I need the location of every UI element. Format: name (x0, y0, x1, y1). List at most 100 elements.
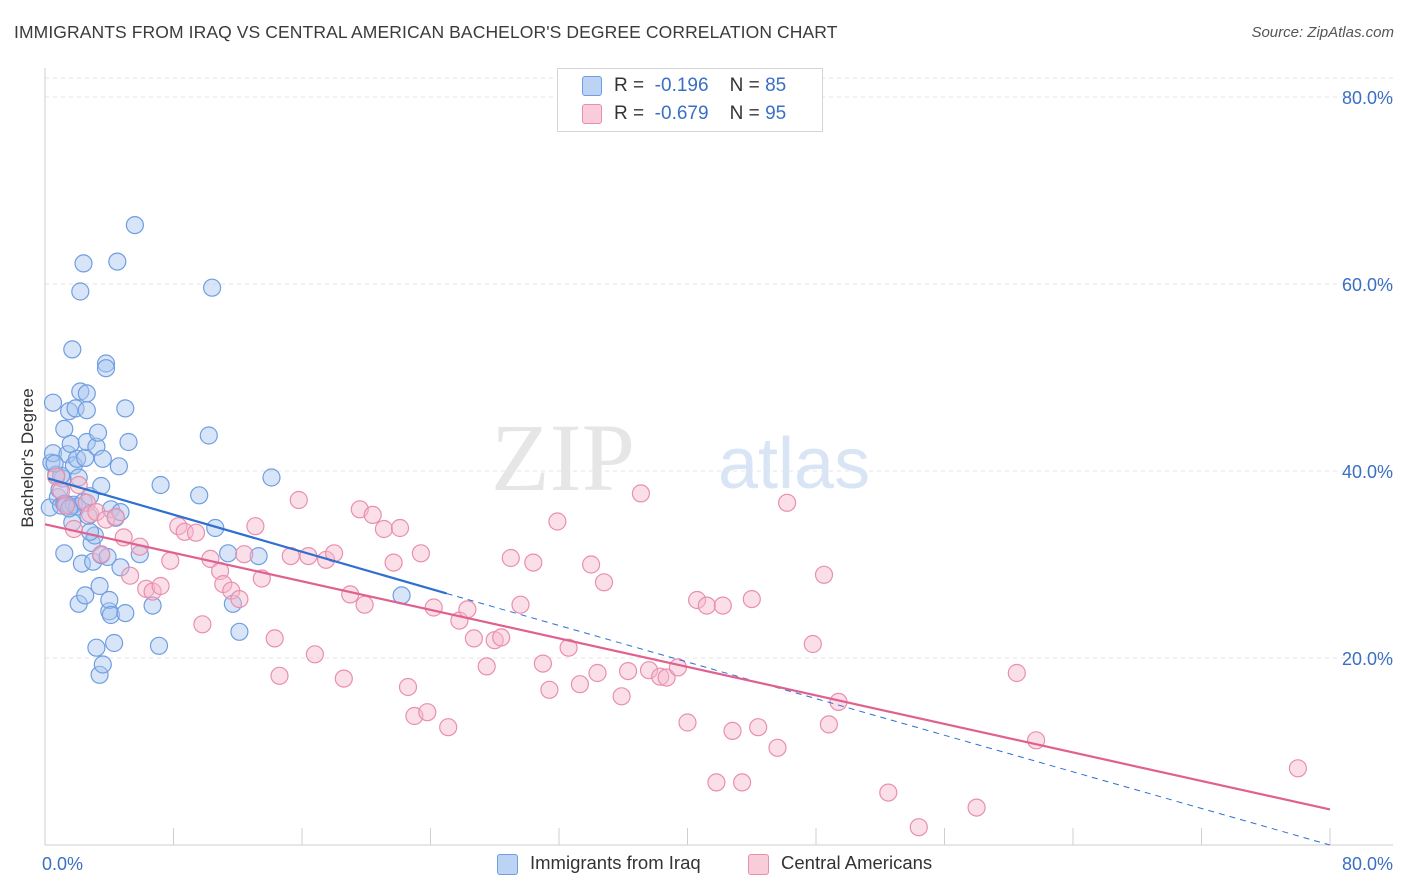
trend-line-iraq (47, 477, 447, 595)
y-tick-label: 20.0% (1342, 649, 1393, 669)
tick-labels: 20.0% 40.0% 60.0% 80.0% 0.0% 80.0% (42, 88, 1393, 874)
chart-title: IMMIGRANTS FROM IRAQ VS CENTRAL AMERICAN… (14, 22, 838, 42)
watermark-atlas: atlas (718, 424, 870, 504)
data-point (777, 493, 797, 512)
data-point (334, 669, 353, 688)
data-point (289, 490, 308, 510)
data-point (612, 687, 631, 706)
data-point (59, 499, 79, 518)
bottom-legend-swatch-iraq (497, 854, 518, 875)
data-point (109, 457, 129, 476)
data-point (100, 590, 119, 610)
data-point (108, 252, 127, 271)
legend-r-iraq: -0.196 (654, 75, 709, 96)
data-point (199, 426, 218, 445)
data-point (384, 553, 403, 572)
data-point (119, 432, 138, 452)
stats-legend: R = -0.196 N = 85 R = -0.679 N = 95 (557, 68, 823, 132)
data-point (88, 423, 108, 442)
legend-n-label: N = (729, 75, 760, 96)
data-point (77, 493, 96, 512)
legend-swatch-iraq (582, 76, 602, 96)
series-central-americans (47, 467, 1308, 837)
data-point (74, 254, 93, 273)
data-point (104, 633, 124, 653)
data-point (768, 738, 787, 757)
data-point (477, 657, 496, 676)
data-point (219, 544, 238, 563)
data-point (533, 654, 553, 673)
data-point (618, 661, 638, 681)
data-point (149, 636, 169, 655)
data-point (87, 502, 106, 522)
data-point (230, 589, 249, 609)
data-point (151, 576, 170, 596)
data-point (390, 518, 410, 538)
data-point (90, 665, 109, 684)
data-point (77, 401, 96, 420)
data-point (570, 675, 590, 694)
data-point (63, 340, 82, 359)
data-point (879, 783, 898, 802)
data-point (55, 419, 74, 438)
data-point (151, 475, 170, 495)
data-point (96, 359, 116, 378)
data-point (713, 596, 732, 615)
legend-n-central-americans: 95 (765, 103, 787, 124)
data-point (186, 523, 206, 542)
data-point (540, 680, 559, 699)
data-point (1007, 663, 1026, 683)
data-point (464, 629, 483, 648)
data-point (418, 703, 437, 722)
data-point (76, 586, 95, 605)
data-point (47, 467, 66, 486)
legend-r-label: R = (614, 103, 645, 124)
y-tick-label: 40.0% (1342, 462, 1393, 482)
data-point (125, 216, 144, 235)
data-point (93, 449, 112, 468)
data-point (43, 393, 63, 412)
legend-swatch-central-americans (582, 104, 602, 124)
data-point (161, 551, 180, 570)
data-point (69, 468, 88, 487)
data-point (96, 354, 116, 373)
data-point (93, 655, 112, 674)
data-point (92, 545, 111, 564)
data-point (45, 454, 64, 473)
data-point (1288, 759, 1308, 778)
data-point (116, 603, 135, 623)
data-point (58, 445, 77, 464)
data-point (143, 596, 162, 615)
data-point (967, 798, 986, 817)
data-point (80, 504, 100, 524)
data-point (265, 629, 284, 648)
data-point (511, 595, 530, 614)
data-points (40, 216, 1308, 837)
data-point (424, 598, 443, 617)
data-point (492, 628, 511, 647)
data-point (121, 566, 140, 585)
bottom-legend-label-iraq: Immigrants from Iraq (530, 852, 701, 873)
data-point (814, 565, 834, 584)
data-point (374, 519, 393, 539)
data-point (66, 399, 85, 418)
data-point (193, 615, 212, 634)
watermark-zip: ZIP (491, 404, 635, 511)
data-point (588, 663, 607, 683)
source-credit: Source: ZipAtlas.com (1251, 24, 1394, 41)
data-point (72, 554, 92, 573)
data-point (411, 544, 430, 563)
data-point (305, 645, 324, 664)
bottom-legend-swatch-central-americans (748, 854, 769, 875)
data-point (71, 282, 90, 301)
y-tick-label: 80.0% (1342, 88, 1393, 108)
data-point (101, 605, 121, 625)
y-tick-label: 60.0% (1342, 275, 1393, 295)
data-point (678, 713, 697, 732)
data-point (203, 278, 222, 297)
data-point (77, 384, 96, 403)
data-point (249, 546, 268, 566)
data-point (548, 512, 567, 531)
trend-line-central-americans (44, 523, 1331, 811)
